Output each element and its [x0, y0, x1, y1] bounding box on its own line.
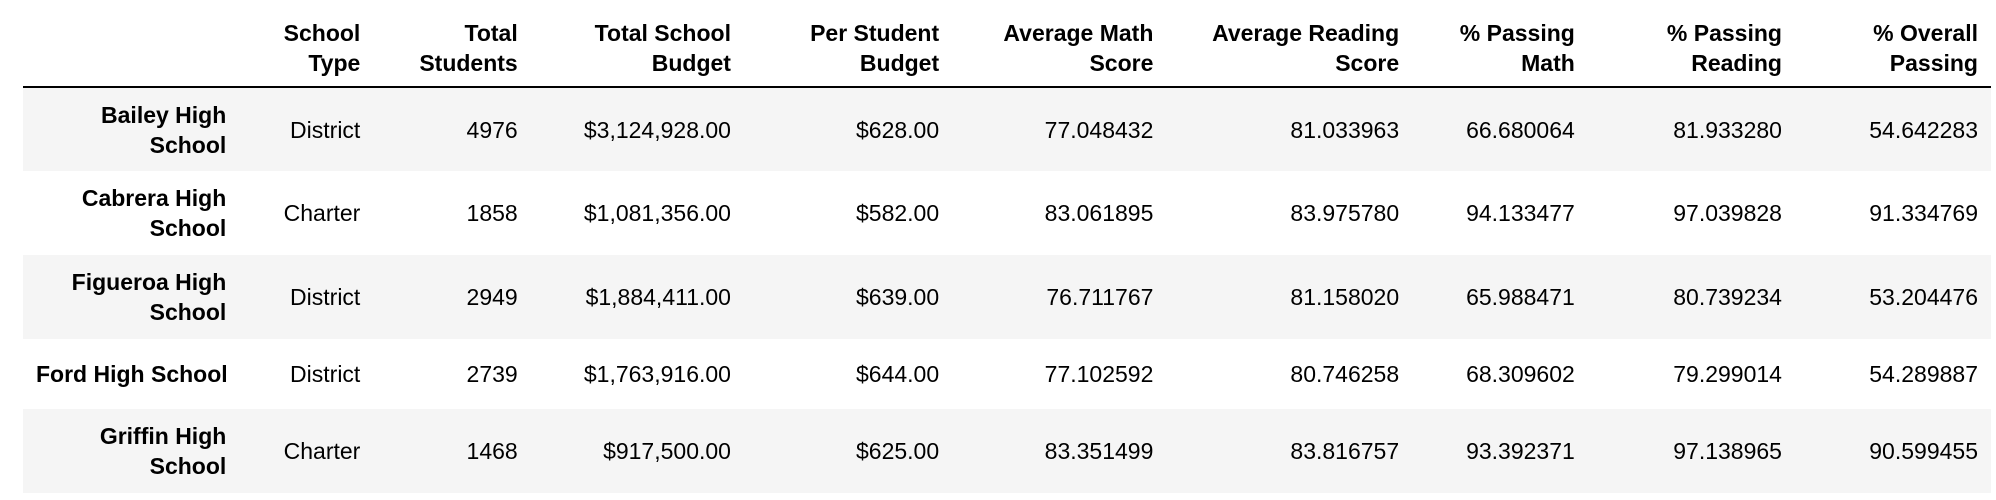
cell-percent-overall-passing: 54.289887 [1869, 361, 1978, 387]
cell-percent-passing-reading: 97.039828 [1673, 200, 1782, 226]
cell-percent-passing-reading: 81.933280 [1673, 116, 1782, 143]
cell-percent-passing-math: 65.988471 [1466, 284, 1575, 310]
dataframe-output: School Type Total Students Total School … [23, 10, 1991, 493]
table-row: Figueroa High School District 2949 $1,88… [23, 255, 1991, 339]
column-header-average-math-score: Average Math Score [952, 10, 1167, 88]
cell-percent-passing-reading: 79.299014 [1673, 361, 1782, 387]
cell-percent-passing-math: 66.680064 [1466, 116, 1575, 143]
cell-percent-passing-math: 68.309602 [1466, 361, 1575, 387]
column-header-average-reading-score: Average Reading Score [1166, 10, 1413, 88]
cell-percent-passing-reading: 80.739234 [1673, 284, 1782, 310]
header-row: School Type Total Students Total School … [23, 10, 1991, 88]
cell-average-math-score: 83.351499 [1044, 438, 1154, 464]
cell-total-school-budget: $3,124,928.00 [583, 116, 731, 143]
table-row: Bailey High School District 4976 $3,124,… [23, 87, 1991, 171]
cell-per-student-budget: $639.00 [856, 284, 940, 310]
table-row: Cabrera High School Charter 1858 $1,081,… [23, 171, 1991, 255]
cell-school-type: District [290, 116, 361, 143]
cell-average-reading-score: 83.975780 [1290, 200, 1400, 226]
column-header-percent-overall-passing: % Overall Passing [1794, 10, 1991, 88]
row-label-school: Ford High School [36, 361, 228, 387]
column-header-total-students: Total Students [373, 10, 531, 88]
column-header-index [23, 10, 240, 88]
cell-average-reading-score: 83.816757 [1290, 438, 1400, 464]
cell-total-students: 2739 [466, 361, 518, 387]
cell-per-student-budget: $582.00 [856, 200, 940, 226]
cell-school-type: Charter [283, 200, 361, 226]
cell-school-type: Charter [283, 438, 361, 464]
cell-school-type: District [290, 284, 361, 310]
cell-total-students: 1468 [466, 438, 518, 464]
cell-percent-overall-passing: 54.642283 [1869, 116, 1978, 143]
cell-percent-passing-math: 94.133477 [1466, 200, 1575, 226]
cell-total-school-budget: $1,884,411.00 [585, 284, 731, 310]
cell-average-reading-score: 81.033963 [1290, 116, 1400, 143]
school-summary-table: School Type Total Students Total School … [23, 10, 1991, 493]
row-label-school: Cabrera High School [81, 185, 227, 241]
cell-percent-overall-passing: 91.334769 [1869, 200, 1978, 226]
cell-total-students: 1858 [466, 200, 518, 226]
cell-percent-passing-reading: 97.138965 [1673, 438, 1782, 464]
cell-per-student-budget: $644.00 [856, 361, 940, 387]
cell-average-math-score: 76.711767 [1046, 284, 1154, 310]
cell-percent-passing-math: 93.392371 [1466, 438, 1575, 464]
row-label-school: Griffin High School [99, 423, 227, 479]
column-header-percent-passing-reading: % Passing Reading [1587, 10, 1795, 88]
cell-average-math-score: 77.048432 [1044, 116, 1154, 143]
cell-average-math-score: 77.102592 [1044, 361, 1154, 387]
cell-average-reading-score: 81.158020 [1290, 284, 1400, 310]
cell-per-student-budget: $628.00 [856, 116, 940, 143]
table-row: Griffin High School Charter 1468 $917,50… [23, 409, 1991, 493]
cell-average-reading-score: 80.746258 [1290, 361, 1400, 387]
column-header-school-type: School Type [239, 10, 374, 88]
cell-school-type: District [290, 361, 361, 387]
column-header-per-student-budget: Per Student Budget [743, 10, 953, 88]
row-label-school: Figueroa High School [71, 269, 227, 325]
cell-total-school-budget: $1,081,356.00 [583, 200, 731, 226]
cell-total-school-budget: $917,500.00 [603, 438, 731, 464]
cell-average-math-score: 83.061895 [1044, 200, 1154, 226]
column-header-percent-passing-math: % Passing Math [1412, 10, 1588, 88]
column-header-total-school-budget: Total School Budget [530, 10, 744, 88]
cell-total-students: 4976 [466, 116, 518, 143]
cell-percent-overall-passing: 90.599455 [1869, 438, 1978, 464]
row-label-school: Bailey High School [101, 101, 227, 158]
cell-total-students: 2949 [466, 284, 518, 310]
cell-total-school-budget: $1,763,916.00 [583, 361, 731, 387]
cell-per-student-budget: $625.00 [856, 438, 940, 464]
cell-percent-overall-passing: 53.204476 [1869, 284, 1978, 310]
table-row: Ford High School District 2739 $1,763,91… [23, 339, 1991, 409]
